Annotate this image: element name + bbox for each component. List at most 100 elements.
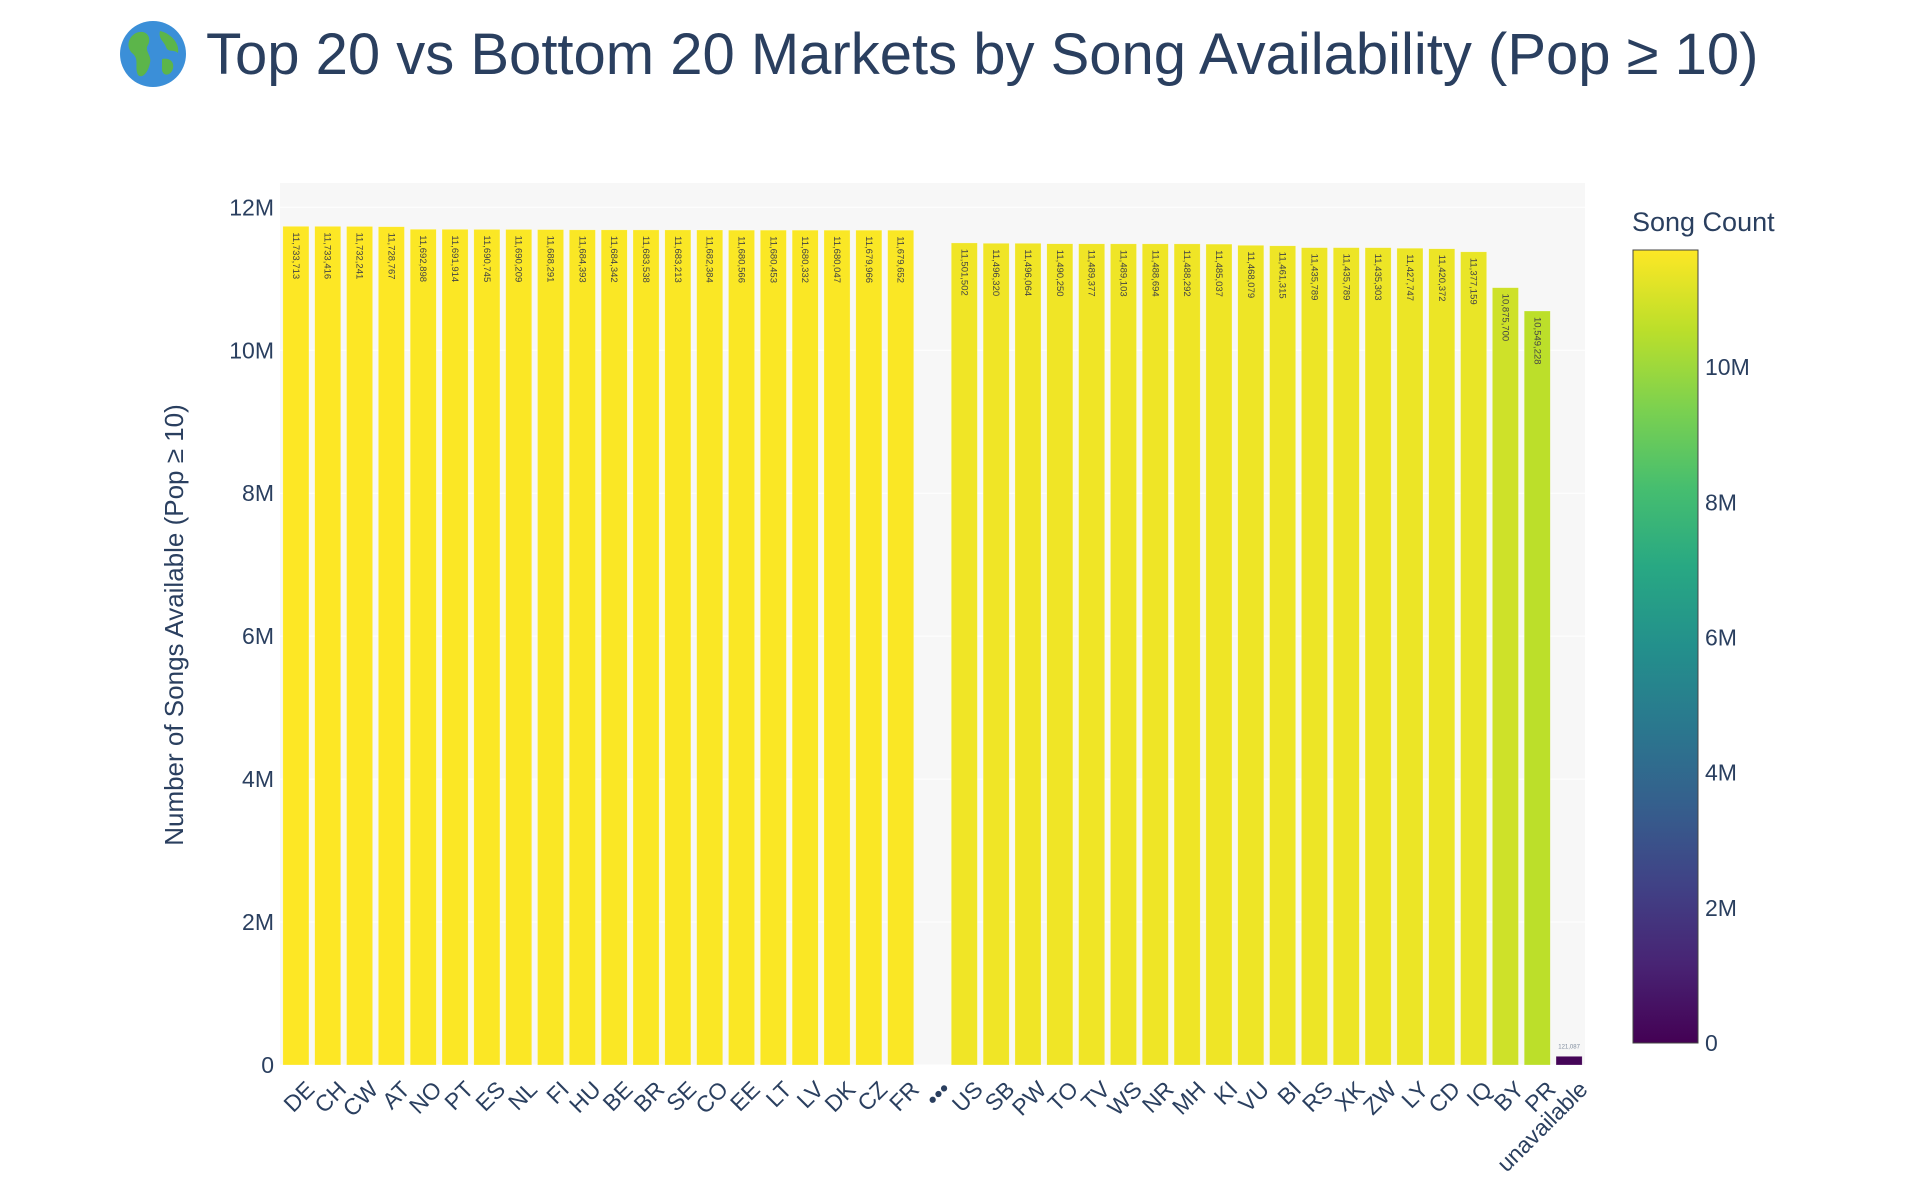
colorbar-tick-label: 10M xyxy=(1705,354,1750,380)
data-label: 11,683,213 xyxy=(672,236,683,283)
bar-PT[interactable] xyxy=(441,229,469,1066)
bar-DE[interactable] xyxy=(282,226,310,1066)
data-label: 11,377,159 xyxy=(1468,258,1479,305)
x-tick-label: ZW xyxy=(1358,1076,1402,1120)
bar-XK[interactable] xyxy=(1332,247,1360,1066)
bar-NO[interactable] xyxy=(409,229,437,1066)
bar-FR[interactable] xyxy=(887,229,914,1066)
plot-area: 02M4M6M8M10M12M11,733,713DE11,733,416CH1… xyxy=(229,183,1592,1177)
globe-emoji-icon xyxy=(120,21,186,87)
bar-CZ[interactable] xyxy=(855,229,883,1066)
bar-IQ[interactable] xyxy=(1460,251,1487,1066)
bar-LY[interactable] xyxy=(1396,247,1424,1066)
colorbar-title: Song Count xyxy=(1632,207,1775,237)
x-tick-label: MH xyxy=(1167,1076,1211,1120)
bar-NL[interactable] xyxy=(505,229,533,1066)
data-label: 11,488,292 xyxy=(1181,250,1192,297)
x-tick-label: BI xyxy=(1272,1076,1306,1110)
bar-BR[interactable] xyxy=(632,229,660,1066)
x-tick-label: EE xyxy=(725,1076,765,1116)
y-tick-label: 2M xyxy=(242,909,274,935)
colorbar-tick-label: 4M xyxy=(1705,760,1737,786)
bar-PW[interactable] xyxy=(1014,243,1042,1066)
bar-AT[interactable] xyxy=(378,226,405,1066)
x-tick-label: NL xyxy=(503,1076,542,1115)
bar-ES[interactable] xyxy=(473,229,501,1066)
data-label: 11,490,250 xyxy=(1054,250,1065,297)
y-tick-label: 6M xyxy=(242,623,274,649)
chart-title-text: Top 20 vs Bottom 20 Markets by Song Avai… xyxy=(206,21,1759,87)
data-label: 11,461,315 xyxy=(1277,252,1288,299)
bar-TV[interactable] xyxy=(1078,243,1105,1066)
y-axis-label: Number of Songs Available (Pop ≥ 10) xyxy=(159,404,189,846)
y-tick-label: 8M xyxy=(242,480,274,506)
bar-TO[interactable] xyxy=(1046,243,1074,1066)
bar-VU[interactable] xyxy=(1237,245,1265,1066)
data-label: 11,679,652 xyxy=(895,236,906,283)
data-label: 11,684,342 xyxy=(608,236,619,283)
data-label: 11,733,713 xyxy=(290,232,301,279)
data-label: 11,488,694 xyxy=(1149,250,1160,297)
colorbar-tick-label: 2M xyxy=(1705,895,1737,921)
x-tick-label: CD xyxy=(1423,1076,1465,1118)
data-label: 11,682,384 xyxy=(704,236,715,283)
data-label: 11,692,898 xyxy=(417,235,428,282)
bar-US[interactable] xyxy=(951,242,978,1066)
bar-LT[interactable] xyxy=(760,229,787,1066)
x-tick-label: FR xyxy=(884,1076,924,1116)
bar-BY[interactable] xyxy=(1492,287,1519,1066)
colorbar: 0 2M 4M 6M 8M 10M xyxy=(1632,249,1750,1056)
bar-MH[interactable] xyxy=(1173,243,1201,1066)
bar-WS[interactable] xyxy=(1110,243,1137,1066)
bar-KI[interactable] xyxy=(1205,243,1233,1066)
data-label: 11,679,966 xyxy=(863,236,874,283)
colorbar-tick-label: 0 xyxy=(1705,1030,1718,1056)
data-label: 121,087 xyxy=(1558,1044,1580,1050)
data-label: 11,728,767 xyxy=(385,233,396,280)
data-label: 11,496,320 xyxy=(990,249,1001,296)
bar-EE[interactable] xyxy=(728,229,755,1066)
bar-BI[interactable] xyxy=(1269,245,1296,1066)
data-label: 11,435,303 xyxy=(1372,254,1383,301)
bar-LV[interactable] xyxy=(791,229,819,1066)
colorbar-tick-label: 6M xyxy=(1705,625,1737,651)
bar-CH[interactable] xyxy=(314,226,342,1066)
x-tick-label: VU xyxy=(1233,1076,1274,1117)
data-label: 11,489,377 xyxy=(1086,250,1097,297)
bar-RS[interactable] xyxy=(1301,247,1328,1066)
bar-SE[interactable] xyxy=(664,229,692,1066)
bar-SB[interactable] xyxy=(982,243,1010,1066)
bar-CD[interactable] xyxy=(1428,248,1456,1066)
data-label: 11,683,538 xyxy=(640,236,651,283)
data-label: 11,680,047 xyxy=(831,236,842,283)
data-label: 11,690,745 xyxy=(481,235,492,282)
bar-PR[interactable] xyxy=(1523,310,1551,1066)
data-label: 11,733,416 xyxy=(322,232,333,279)
data-label: 10,875,700 xyxy=(1499,294,1510,342)
colorbar-tick-label: 8M xyxy=(1705,489,1737,515)
data-label: 11,468,079 xyxy=(1245,251,1256,298)
data-label: 11,688,291 xyxy=(545,236,556,283)
bar-CW[interactable] xyxy=(346,226,373,1066)
data-label: 11,680,332 xyxy=(799,236,810,283)
data-label: 11,732,241 xyxy=(354,232,365,279)
data-label: 11,485,037 xyxy=(1213,250,1224,297)
data-label: 11,684,393 xyxy=(576,236,587,283)
x-tick-label: CW xyxy=(337,1076,383,1122)
data-label: 11,691,914 xyxy=(449,235,460,282)
y-tick-label: 12M xyxy=(229,194,274,220)
chart-title: Top 20 vs Bottom 20 Markets by Song Avai… xyxy=(118,14,1758,94)
data-label: 11,680,453 xyxy=(767,236,778,283)
y-tick-label: 4M xyxy=(242,766,274,792)
bar-unavailable[interactable] xyxy=(1555,1056,1583,1066)
bar-CO[interactable] xyxy=(696,229,723,1066)
bar-FI[interactable] xyxy=(537,229,564,1066)
bar-BE[interactable] xyxy=(600,229,628,1066)
bar-ZW[interactable] xyxy=(1364,247,1392,1066)
data-label: 11,501,502 xyxy=(958,249,969,296)
bar-NR[interactable] xyxy=(1142,243,1169,1066)
data-label: 11,435,789 xyxy=(1308,254,1319,301)
bar-DK[interactable] xyxy=(823,229,851,1066)
bar-HU[interactable] xyxy=(569,229,596,1066)
